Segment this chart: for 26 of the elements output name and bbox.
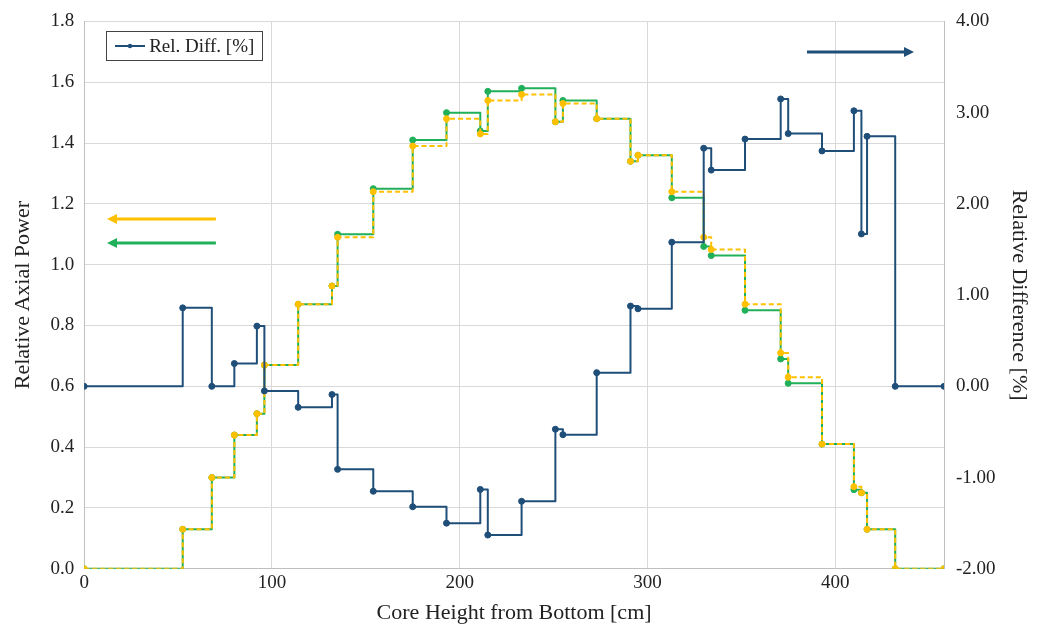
y2-tick-label: 2.00 [956, 191, 990, 213]
y-tick-label: 1.4 [50, 131, 75, 153]
y2-tick-label: 1.00 [956, 283, 990, 305]
legend-label: Rel. Diff. [%] [149, 34, 255, 59]
y2-tick-label: 4.00 [956, 9, 990, 31]
y-tick-label: 0.2 [50, 495, 75, 517]
y-tick-label: 1.8 [50, 9, 75, 31]
y-axis-title: Relative Axial Power [8, 200, 34, 390]
x-tick-label: 300 [633, 571, 662, 593]
y2-tick-label: -1.00 [956, 465, 996, 487]
y-tick-label: 0.8 [50, 313, 75, 335]
y2-tick-label: 3.00 [956, 100, 990, 122]
x-tick-label: 200 [445, 571, 474, 593]
x-tick-label: 100 [257, 571, 287, 593]
y-tick-label: 0.0 [50, 556, 75, 578]
x-tick-label: 0 [79, 571, 89, 593]
y-tick-label: 0.4 [50, 435, 75, 457]
y-tick-label: 1.6 [50, 70, 75, 92]
x-tick-label: 400 [820, 571, 850, 593]
y2-tick-label: 0.00 [956, 374, 990, 396]
y2-axis-title: Relative Difference [%] [1008, 189, 1034, 401]
y-tick-label: 1.2 [50, 191, 75, 213]
y2-tick-label: -2.00 [956, 556, 996, 578]
x-axis-title: Core Height from Bottom [cm] [376, 598, 652, 624]
y-tick-label: 0.6 [50, 374, 75, 396]
y-tick-label: 1.0 [50, 252, 75, 274]
